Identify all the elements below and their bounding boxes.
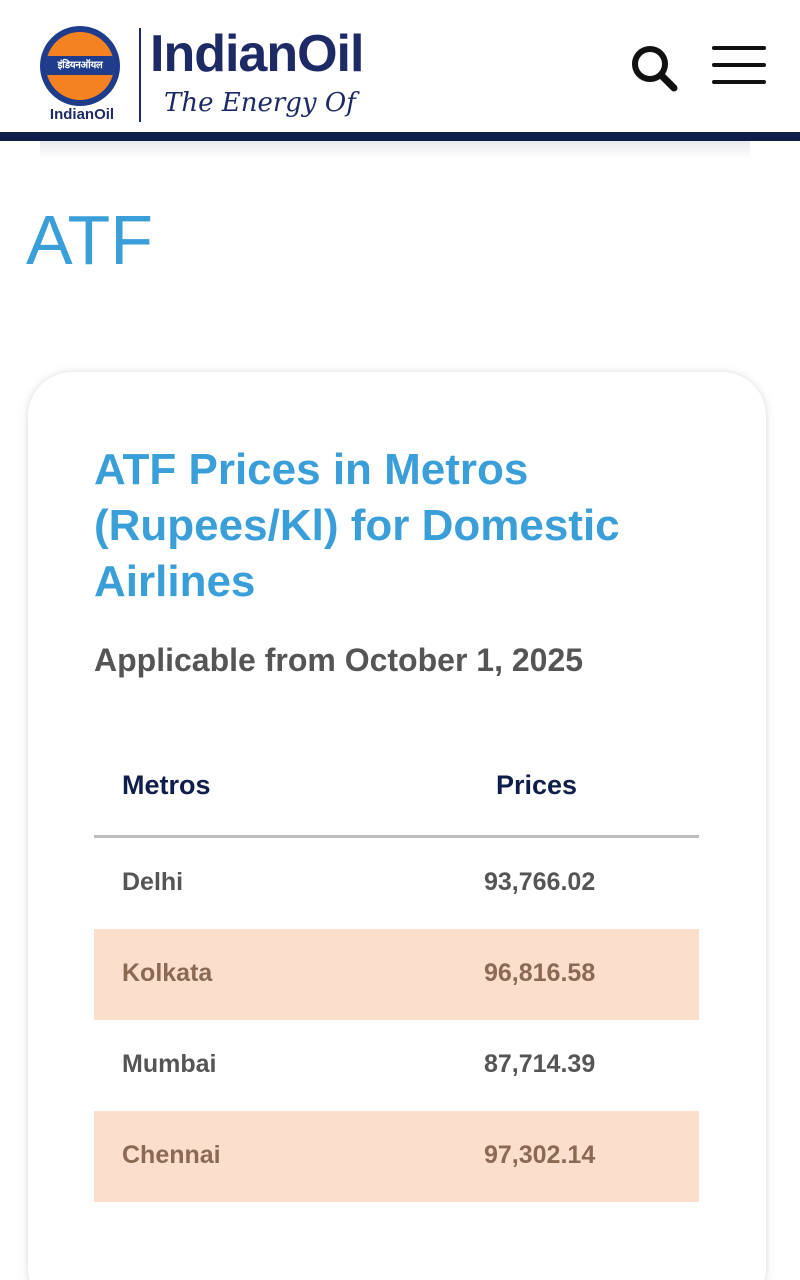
metro-name: Mumbai [122, 1050, 217, 1078]
indianoil-logo[interactable]: इंडियनऑयल IndianOil [38, 24, 126, 134]
price-table: Metros Prices Delhi 93,766.02 Kolkata 96… [94, 752, 699, 1202]
header-divider [0, 132, 800, 141]
metro-name: Kolkata [122, 959, 213, 987]
page-title: ATF [26, 201, 154, 279]
table-row: Chennai 97,302.14 [94, 1111, 699, 1202]
table-header-row: Metros Prices [94, 752, 699, 838]
brand-tagline: The Energy Of [164, 88, 356, 118]
card-title: ATF Prices in Metros (Rupees/Kl) for Dom… [94, 445, 620, 606]
logo-hindi-text: इंडियनऑयल [46, 56, 114, 75]
metro-price: 93,766.02 [484, 868, 596, 896]
logo-divider [139, 28, 141, 122]
site-header: इंडियनऑयल IndianOil IndianOil The Energy… [0, 0, 800, 132]
metro-price: 96,816.58 [484, 959, 596, 987]
hamburger-menu-icon [712, 46, 766, 50]
brand-name: IndianOil [150, 25, 364, 83]
table-row: Delhi 93,766.02 [94, 838, 699, 929]
metro-name: Chennai [122, 1141, 221, 1169]
column-header-prices: Prices [496, 770, 578, 800]
atf-price-card: ATF Prices in Metros (Rupees/Kl) for Dom… [28, 372, 766, 1280]
menu-button[interactable] [712, 44, 768, 86]
search-button[interactable] [628, 42, 680, 94]
table-row: Kolkata 96,816.58 [94, 929, 699, 1020]
logo-emblem-circle: इंडियनऑयल [40, 26, 120, 106]
metro-name: Delhi [122, 868, 184, 896]
column-header-metros: Metros [122, 770, 211, 800]
logo-caption: IndianOil [49, 106, 115, 123]
search-icon [632, 46, 678, 92]
table-row: Mumbai 87,714.39 [94, 1020, 699, 1111]
metro-price: 87,714.39 [484, 1050, 596, 1078]
card-subtitle: Applicable from October 1, 2025 [94, 642, 584, 678]
metro-price: 97,302.14 [484, 1141, 596, 1169]
